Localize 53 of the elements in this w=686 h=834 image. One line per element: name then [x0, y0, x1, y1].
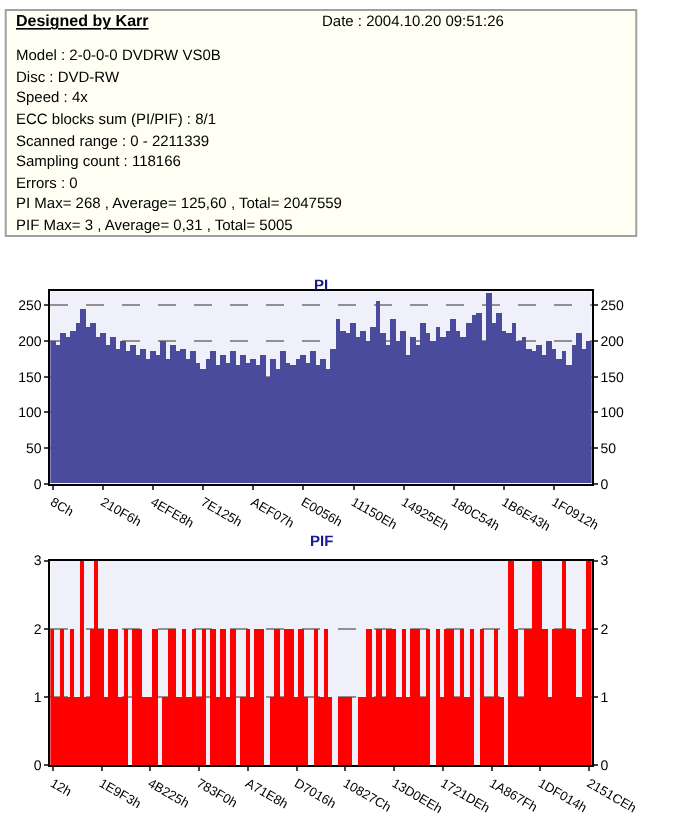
bar	[416, 628, 421, 765]
bar	[182, 628, 187, 765]
bar	[538, 560, 543, 765]
bar	[172, 628, 177, 765]
bar	[402, 628, 407, 765]
bar	[254, 628, 261, 765]
bar	[132, 628, 139, 765]
bar	[94, 560, 99, 765]
bar	[60, 628, 65, 765]
bar	[220, 628, 227, 765]
bar	[392, 628, 397, 765]
bar	[202, 628, 207, 765]
bar	[460, 628, 465, 765]
bar	[80, 560, 85, 765]
bar	[324, 628, 329, 765]
bar	[376, 628, 383, 765]
bar	[366, 628, 373, 765]
bar	[470, 628, 475, 765]
bar	[124, 628, 129, 765]
bar	[508, 560, 515, 765]
bar	[108, 628, 115, 765]
bar	[342, 696, 349, 765]
bar	[572, 628, 577, 765]
bar	[348, 696, 353, 765]
bar	[532, 560, 539, 765]
bar	[114, 628, 119, 765]
bar	[426, 628, 431, 765]
bar	[314, 628, 319, 765]
bar	[338, 696, 343, 765]
bar	[152, 628, 159, 765]
bar	[260, 628, 265, 765]
bar	[70, 628, 75, 765]
bar	[138, 628, 143, 765]
bar	[274, 628, 281, 765]
bar	[562, 560, 567, 765]
bar	[298, 628, 305, 765]
bar	[494, 628, 499, 765]
bar	[386, 628, 393, 765]
bar	[288, 628, 295, 765]
bar	[246, 628, 251, 765]
bar	[586, 341, 592, 484]
bar	[230, 628, 237, 765]
bar	[436, 628, 441, 765]
bar	[480, 628, 485, 765]
bar	[210, 628, 217, 765]
bar	[444, 628, 451, 765]
bar	[450, 628, 455, 765]
bar	[552, 628, 559, 765]
bar	[192, 628, 197, 765]
text: Designed by Karr	[16, 12, 149, 30]
bar	[284, 628, 289, 765]
bar	[410, 628, 417, 765]
bar	[586, 560, 592, 765]
